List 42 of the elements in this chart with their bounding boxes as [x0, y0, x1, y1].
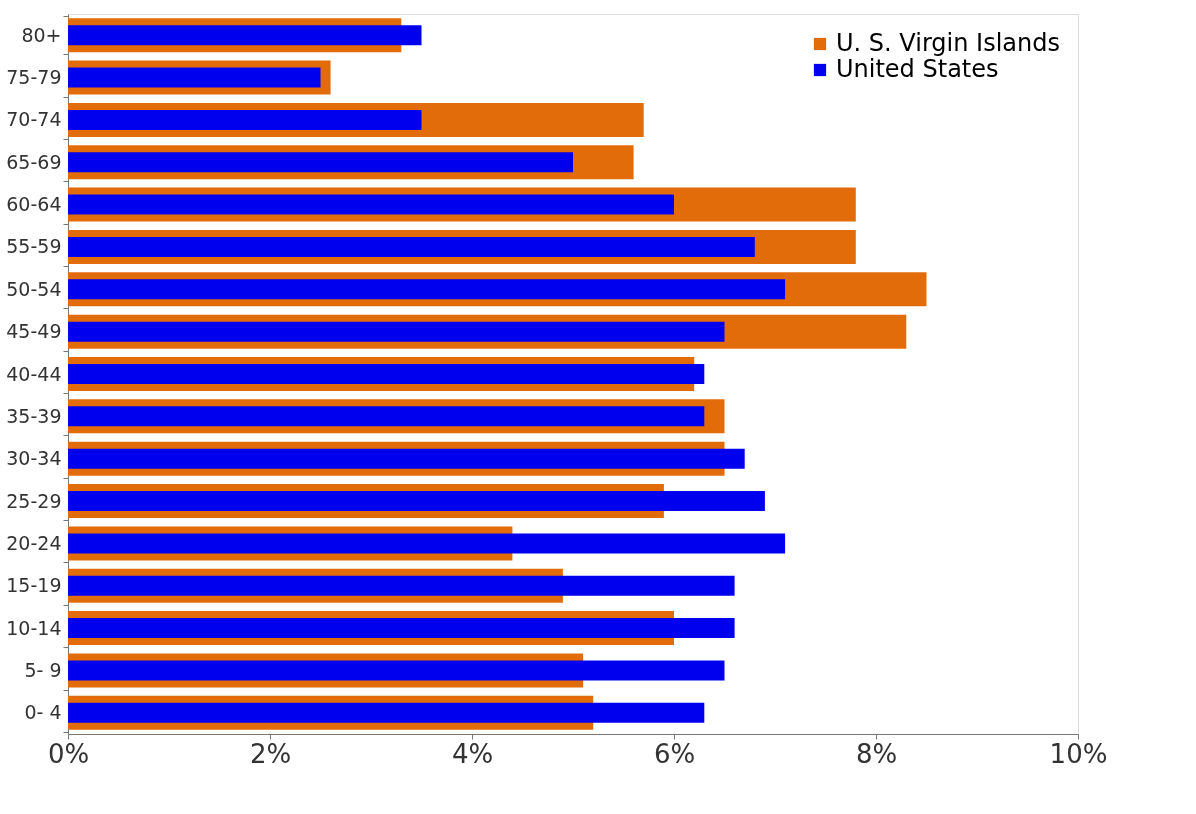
- bar: [68, 194, 674, 215]
- bar: [68, 67, 321, 88]
- bar: [68, 491, 765, 512]
- y-tick-label: 40-44: [6, 362, 62, 385]
- y-tick-label: 15-19: [6, 574, 62, 597]
- bar: [68, 109, 422, 130]
- x-tick-label: 8%: [855, 738, 898, 769]
- y-tick-label: 5- 9: [24, 658, 62, 681]
- y-tick-label: 80+: [21, 23, 62, 46]
- bar: [68, 660, 725, 681]
- y-tick-label: 50-54: [6, 277, 62, 300]
- legend-label: U. S. Virgin Islands: [836, 29, 1060, 57]
- y-tick-label: 30-34: [6, 447, 62, 470]
- bar: [68, 533, 786, 554]
- y-tick-label: 25-29: [6, 489, 62, 512]
- y-tick-label: 45-49: [6, 320, 62, 343]
- bar: [68, 575, 735, 596]
- y-tick-label: 60-64: [6, 193, 62, 216]
- bar: [68, 25, 422, 46]
- y-tick-label: 10-14: [6, 616, 62, 639]
- x-tick-label: 0%: [47, 738, 90, 769]
- y-tick-label: 65-69: [6, 150, 62, 173]
- legend-label: United States: [836, 55, 999, 83]
- x-tick-label: 10%: [1049, 738, 1108, 769]
- bar: [68, 152, 573, 173]
- bar: [68, 236, 755, 257]
- bar: [68, 321, 725, 342]
- bar: [68, 448, 745, 469]
- bar: [68, 702, 705, 723]
- bar: [68, 279, 786, 300]
- y-tick-label: 55-59: [6, 235, 62, 258]
- y-tick-label: 0- 4: [24, 701, 62, 724]
- x-tick-label: 6%: [653, 738, 696, 769]
- y-tick-label: 35-39: [6, 404, 62, 427]
- bar: [68, 364, 705, 384]
- x-tick-label: 2%: [249, 738, 292, 769]
- x-tick-label: 4%: [451, 738, 494, 769]
- y-tick-label: 70-74: [6, 108, 62, 131]
- y-tick-label: 75-79: [6, 66, 62, 89]
- y-tick-label: 20-24: [6, 531, 62, 554]
- bar: [68, 618, 735, 639]
- bar: [68, 406, 705, 427]
